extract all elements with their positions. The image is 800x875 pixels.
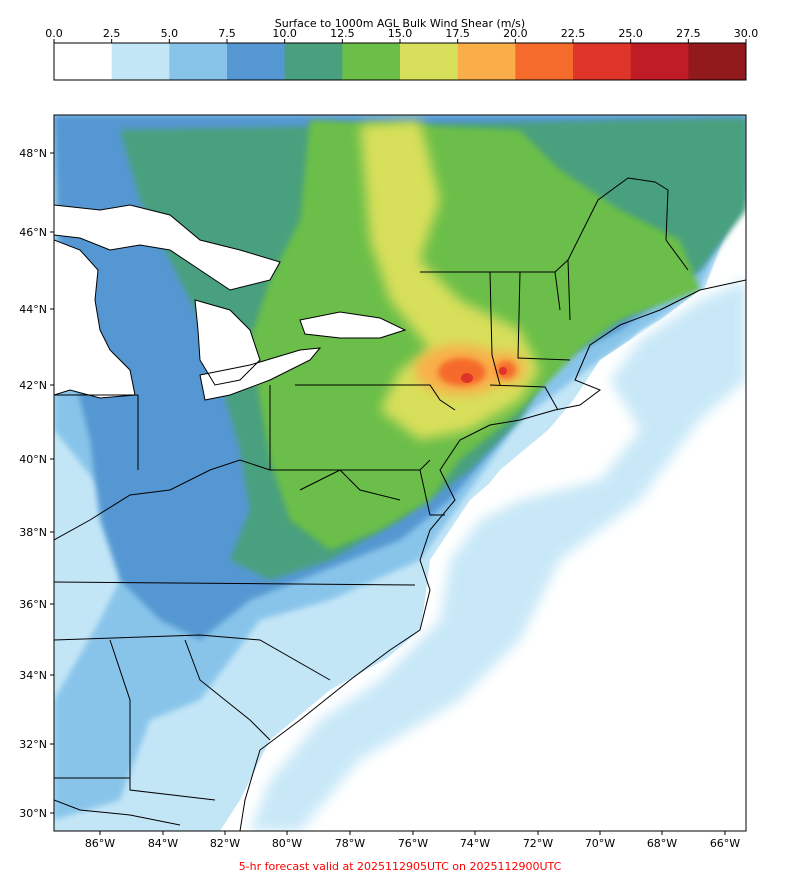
colorbar-tick-label: 0.0 xyxy=(45,27,63,40)
lake-ontario xyxy=(300,312,405,338)
lat-tick-label: 42°N xyxy=(19,379,47,392)
colorbar-swatch xyxy=(457,43,516,80)
lon-tick-label: 66°W xyxy=(710,837,740,850)
lat-tick-label: 36°N xyxy=(19,598,47,611)
colorbar-tick-label: 5.0 xyxy=(161,27,179,40)
map-frame xyxy=(53,114,747,832)
colorbar-tick-label: 25.0 xyxy=(618,27,643,40)
colorbar-swatch xyxy=(630,43,689,80)
colorbar-swatch xyxy=(688,43,747,80)
lon-tick-label: 70°W xyxy=(585,837,615,850)
colorbar-tick-label: 20.0 xyxy=(503,27,528,40)
colorbar-swatch xyxy=(573,43,632,80)
lat-tick-label: 32°N xyxy=(19,738,47,751)
lat-tick-label: 38°N xyxy=(19,526,47,539)
colorbar-swatch xyxy=(284,43,343,80)
state-borders xyxy=(54,177,746,831)
colorbar-tick-label: 2.5 xyxy=(103,27,121,40)
colorbar xyxy=(53,42,747,81)
lat-tick-label: 46°N xyxy=(19,226,47,239)
lake-michigan xyxy=(54,240,135,398)
lat-tick-label: 30°N xyxy=(19,807,47,820)
lon-tick-label: 74°W xyxy=(460,837,490,850)
lat-tick-label: 44°N xyxy=(19,303,47,316)
lake-huron xyxy=(195,300,260,385)
colorbar-tick-label: 17.5 xyxy=(445,27,470,40)
lat-tick-label: 34°N xyxy=(19,669,47,682)
lat-tick-label: 48°N xyxy=(19,147,47,160)
colorbar-tick-label: 30.0 xyxy=(734,27,759,40)
colorbar-swatch xyxy=(515,43,574,80)
lat-tick-label: 40°N xyxy=(19,453,47,466)
lon-tick-label: 80°W xyxy=(272,837,302,850)
colorbar-swatch xyxy=(400,43,459,80)
lon-tick-label: 78°W xyxy=(335,837,365,850)
lon-tick-label: 76°W xyxy=(398,837,428,850)
shear-field xyxy=(54,115,746,831)
lon-tick-label: 84°W xyxy=(148,837,178,850)
lon-tick-label: 86°W xyxy=(85,837,115,850)
latitude-axis: 48°N 46°N 44°N 42°N 40°N 38°N 36°N 34°N 32°N 30°N xyxy=(19,147,54,820)
colorbar-swatch xyxy=(54,43,113,80)
colorbar-tick-label: 10.0 xyxy=(272,27,297,40)
lon-tick-label: 82°W xyxy=(210,837,240,850)
colorbar-swatch xyxy=(169,43,228,80)
shear-band-20-0 xyxy=(438,358,486,386)
lon-tick-label: 68°W xyxy=(647,837,677,850)
colorbar-swatch xyxy=(342,43,401,80)
colorbar-tick-label: 22.5 xyxy=(561,27,586,40)
colorbar-tick-labels: 0.0 2.5 5.0 7.5 10.0 12.5 15.0 17.5 20.0 22.5 25.0… xyxy=(45,27,758,43)
forecast-caption: 5-hr forecast valid at 2025112905UTC on … xyxy=(239,860,562,873)
colorbar-tick-label: 27.5 xyxy=(676,27,701,40)
longitude-axis: 86°W 84°W 82°W 80°W 78°W 76°W 74°W 72°W 70°W 68°W… xyxy=(85,831,740,850)
colorbar-swatch xyxy=(111,43,170,80)
colorbar-title: Surface to 1000m AGL Bulk Wind Shear (m/… xyxy=(275,17,525,30)
colorbar-frame xyxy=(53,42,747,81)
lon-tick-label: 72°W xyxy=(523,837,553,850)
colorbar-tick-label: 12.5 xyxy=(330,27,355,40)
lake-superior xyxy=(54,205,280,290)
colorbar-tick-label: 15.0 xyxy=(388,27,413,40)
shear-band-22-5 xyxy=(461,373,473,383)
colorbar-swatch xyxy=(227,43,286,80)
lake-erie xyxy=(200,348,320,400)
colorbar-tick-label: 7.5 xyxy=(218,27,236,40)
